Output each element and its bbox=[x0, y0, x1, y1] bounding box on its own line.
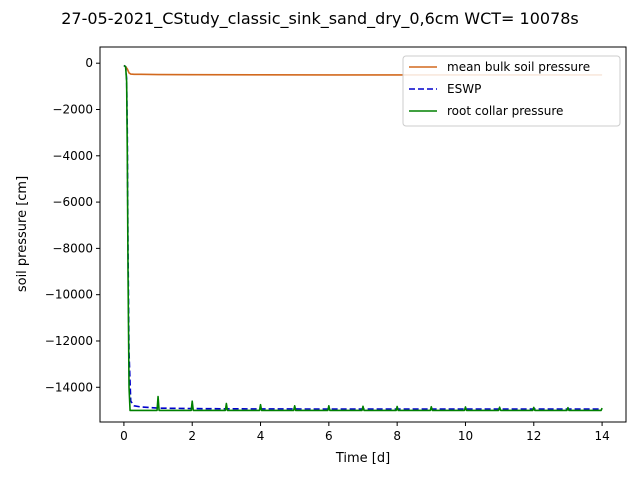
y-tick-label: −8000 bbox=[52, 241, 93, 255]
chart-title: 27-05-2021_CStudy_classic_sink_sand_dry_… bbox=[61, 9, 579, 29]
legend-label: ESWP bbox=[447, 82, 481, 96]
x-tick-label: 12 bbox=[526, 429, 541, 443]
y-tick-label: −12000 bbox=[45, 334, 93, 348]
x-tick-label: 14 bbox=[594, 429, 609, 443]
x-tick-label: 6 bbox=[325, 429, 333, 443]
x-axis-label: Time [d] bbox=[335, 451, 390, 466]
legend-box bbox=[402, 55, 621, 127]
y-tick-label: −6000 bbox=[52, 195, 93, 209]
legend-label: mean bulk soil pressure bbox=[447, 60, 590, 74]
legend: mean bulk soil pressure ESWP root collar p… bbox=[402, 55, 621, 127]
x-tick-label: 0 bbox=[120, 429, 128, 443]
y-tick-label: 0 bbox=[85, 56, 93, 70]
x-tick-label: 10 bbox=[458, 429, 473, 443]
y-tick-label: −10000 bbox=[45, 288, 93, 302]
legend-label: root collar pressure bbox=[447, 104, 563, 118]
y-tick-label: −4000 bbox=[52, 149, 93, 163]
x-tick-label: 4 bbox=[257, 429, 265, 443]
x-tick-label: 8 bbox=[393, 429, 401, 443]
y-tick-label: −14000 bbox=[45, 380, 93, 394]
x-tick-label: 2 bbox=[188, 429, 196, 443]
series-line-3 bbox=[123, 64, 603, 412]
ticks-layer: 0 2 4 6 8 10 12 14 0 −2000 −4000 −6000 −8000 −10000 −1… bbox=[45, 56, 610, 443]
y-axis-label: soil pressure [cm] bbox=[15, 176, 30, 292]
y-tick-label: −2000 bbox=[52, 103, 93, 117]
